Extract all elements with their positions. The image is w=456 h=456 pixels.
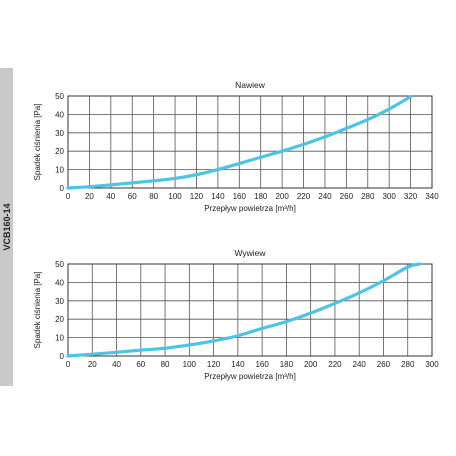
x-tick-label: 260 xyxy=(340,192,354,201)
x-tick-label: 180 xyxy=(280,360,294,369)
series-line xyxy=(66,262,422,358)
x-tick-label: 100 xyxy=(168,192,182,201)
x-tick-label: 20 xyxy=(85,192,94,201)
x-tick-label: 60 xyxy=(128,192,137,201)
side-tab: VCB160-14 xyxy=(0,68,13,386)
chart-title: Wywiew xyxy=(234,248,266,258)
x-tick-label: 300 xyxy=(382,192,396,201)
x-tick-label: 260 xyxy=(377,360,391,369)
x-tick-label: 120 xyxy=(207,360,221,369)
x-tick-label: 280 xyxy=(361,192,375,201)
y-tick-label: 20 xyxy=(55,147,64,156)
x-tick-label: 220 xyxy=(297,192,311,201)
plot-frame xyxy=(67,263,433,357)
y-tick-label: 0 xyxy=(60,352,65,361)
y-tick-label: 40 xyxy=(55,110,64,119)
x-tick-label: 160 xyxy=(255,360,269,369)
x-tick-label: 280 xyxy=(401,360,415,369)
x-tick-label: 140 xyxy=(231,360,245,369)
x-tick-label: 200 xyxy=(304,360,318,369)
plot-frame xyxy=(67,95,433,189)
y-tick-label: 30 xyxy=(55,129,64,138)
x-tick-label: 200 xyxy=(275,192,289,201)
y-axis-label: Spadek ciśnienia [Pa] xyxy=(33,104,42,181)
x-tick-label: 40 xyxy=(106,192,115,201)
x-tick-label: 320 xyxy=(404,192,418,201)
series-line xyxy=(66,95,413,190)
x-tick-label: 100 xyxy=(183,360,197,369)
x-tick-label: 340 xyxy=(425,192,439,201)
x-tick-label: 80 xyxy=(161,360,170,369)
x-tick-label: 160 xyxy=(233,192,247,201)
x-tick-label: 300 xyxy=(425,360,439,369)
y-tick-label: 20 xyxy=(55,315,64,324)
x-tick-label: 0 xyxy=(66,360,71,369)
y-tick-label: 50 xyxy=(55,260,64,269)
x-tick-label: 180 xyxy=(254,192,268,201)
x-tick-label: 120 xyxy=(190,192,204,201)
y-tick-label: 50 xyxy=(55,92,64,101)
y-tick-label: 40 xyxy=(55,278,64,287)
y-axis-label: Spadek ciśnienia [Pa] xyxy=(33,272,42,349)
x-tick-label: 140 xyxy=(211,192,225,201)
x-tick-label: 240 xyxy=(353,360,367,369)
chart-title: Nawiew xyxy=(235,80,266,90)
y-tick-label: 30 xyxy=(55,297,64,306)
x-tick-label: 0 xyxy=(66,192,71,201)
x-tick-label: 40 xyxy=(112,360,121,369)
x-tick-label: 60 xyxy=(136,360,145,369)
x-tick-label: 20 xyxy=(88,360,97,369)
y-tick-label: 0 xyxy=(60,184,65,193)
y-tick-label: 10 xyxy=(55,334,64,343)
x-tick-label: 220 xyxy=(328,360,342,369)
y-tick-label: 10 xyxy=(55,166,64,175)
x-tick-label: 240 xyxy=(318,192,332,201)
x-axis-label: Przepływ powietrza [m³/h] xyxy=(204,204,296,213)
x-axis-label: Przepływ powietrza [m³/h] xyxy=(204,372,296,381)
x-tick-label: 80 xyxy=(149,192,158,201)
